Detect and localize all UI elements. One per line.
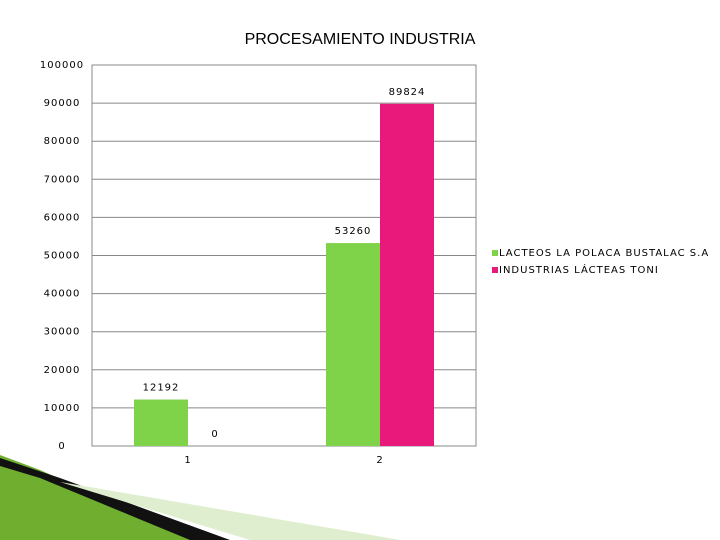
y-tick-label: 40000: [44, 289, 81, 300]
y-tick-label: 50000: [44, 251, 81, 262]
y-tick-label: 100000: [40, 60, 84, 71]
y-tick-label: 20000: [44, 365, 81, 376]
bar: [326, 243, 380, 446]
y-tick-label: 60000: [44, 212, 81, 223]
x-tick-label: 2: [376, 455, 383, 466]
y-tick-label: 80000: [44, 136, 81, 147]
chart-title: PROCESAMIENTO INDUSTRIA: [245, 31, 476, 48]
legend-swatch: [492, 267, 498, 273]
y-tick-label: 70000: [44, 174, 81, 185]
y-tick-label: 0: [58, 441, 65, 452]
y-tick-label: 30000: [44, 327, 81, 338]
x-tick-label: 1: [184, 455, 191, 466]
legend-label: INDUSTRIAS LÁCTEAS TONI: [499, 263, 659, 276]
bar: [134, 399, 188, 446]
y-tick-label: 90000: [44, 98, 81, 109]
value-label: 53260: [335, 226, 372, 237]
value-label: 12192: [143, 383, 180, 394]
bar: [380, 103, 434, 446]
legend-label: LACTEOS LA POLACA BUSTALAC S.A: [499, 248, 709, 259]
y-tick-label: 10000: [44, 403, 81, 414]
value-label: 0: [211, 429, 218, 440]
decoration: [0, 458, 230, 540]
value-label: 89824: [389, 87, 426, 98]
decoration: [60, 482, 400, 540]
legend-swatch: [492, 250, 498, 256]
